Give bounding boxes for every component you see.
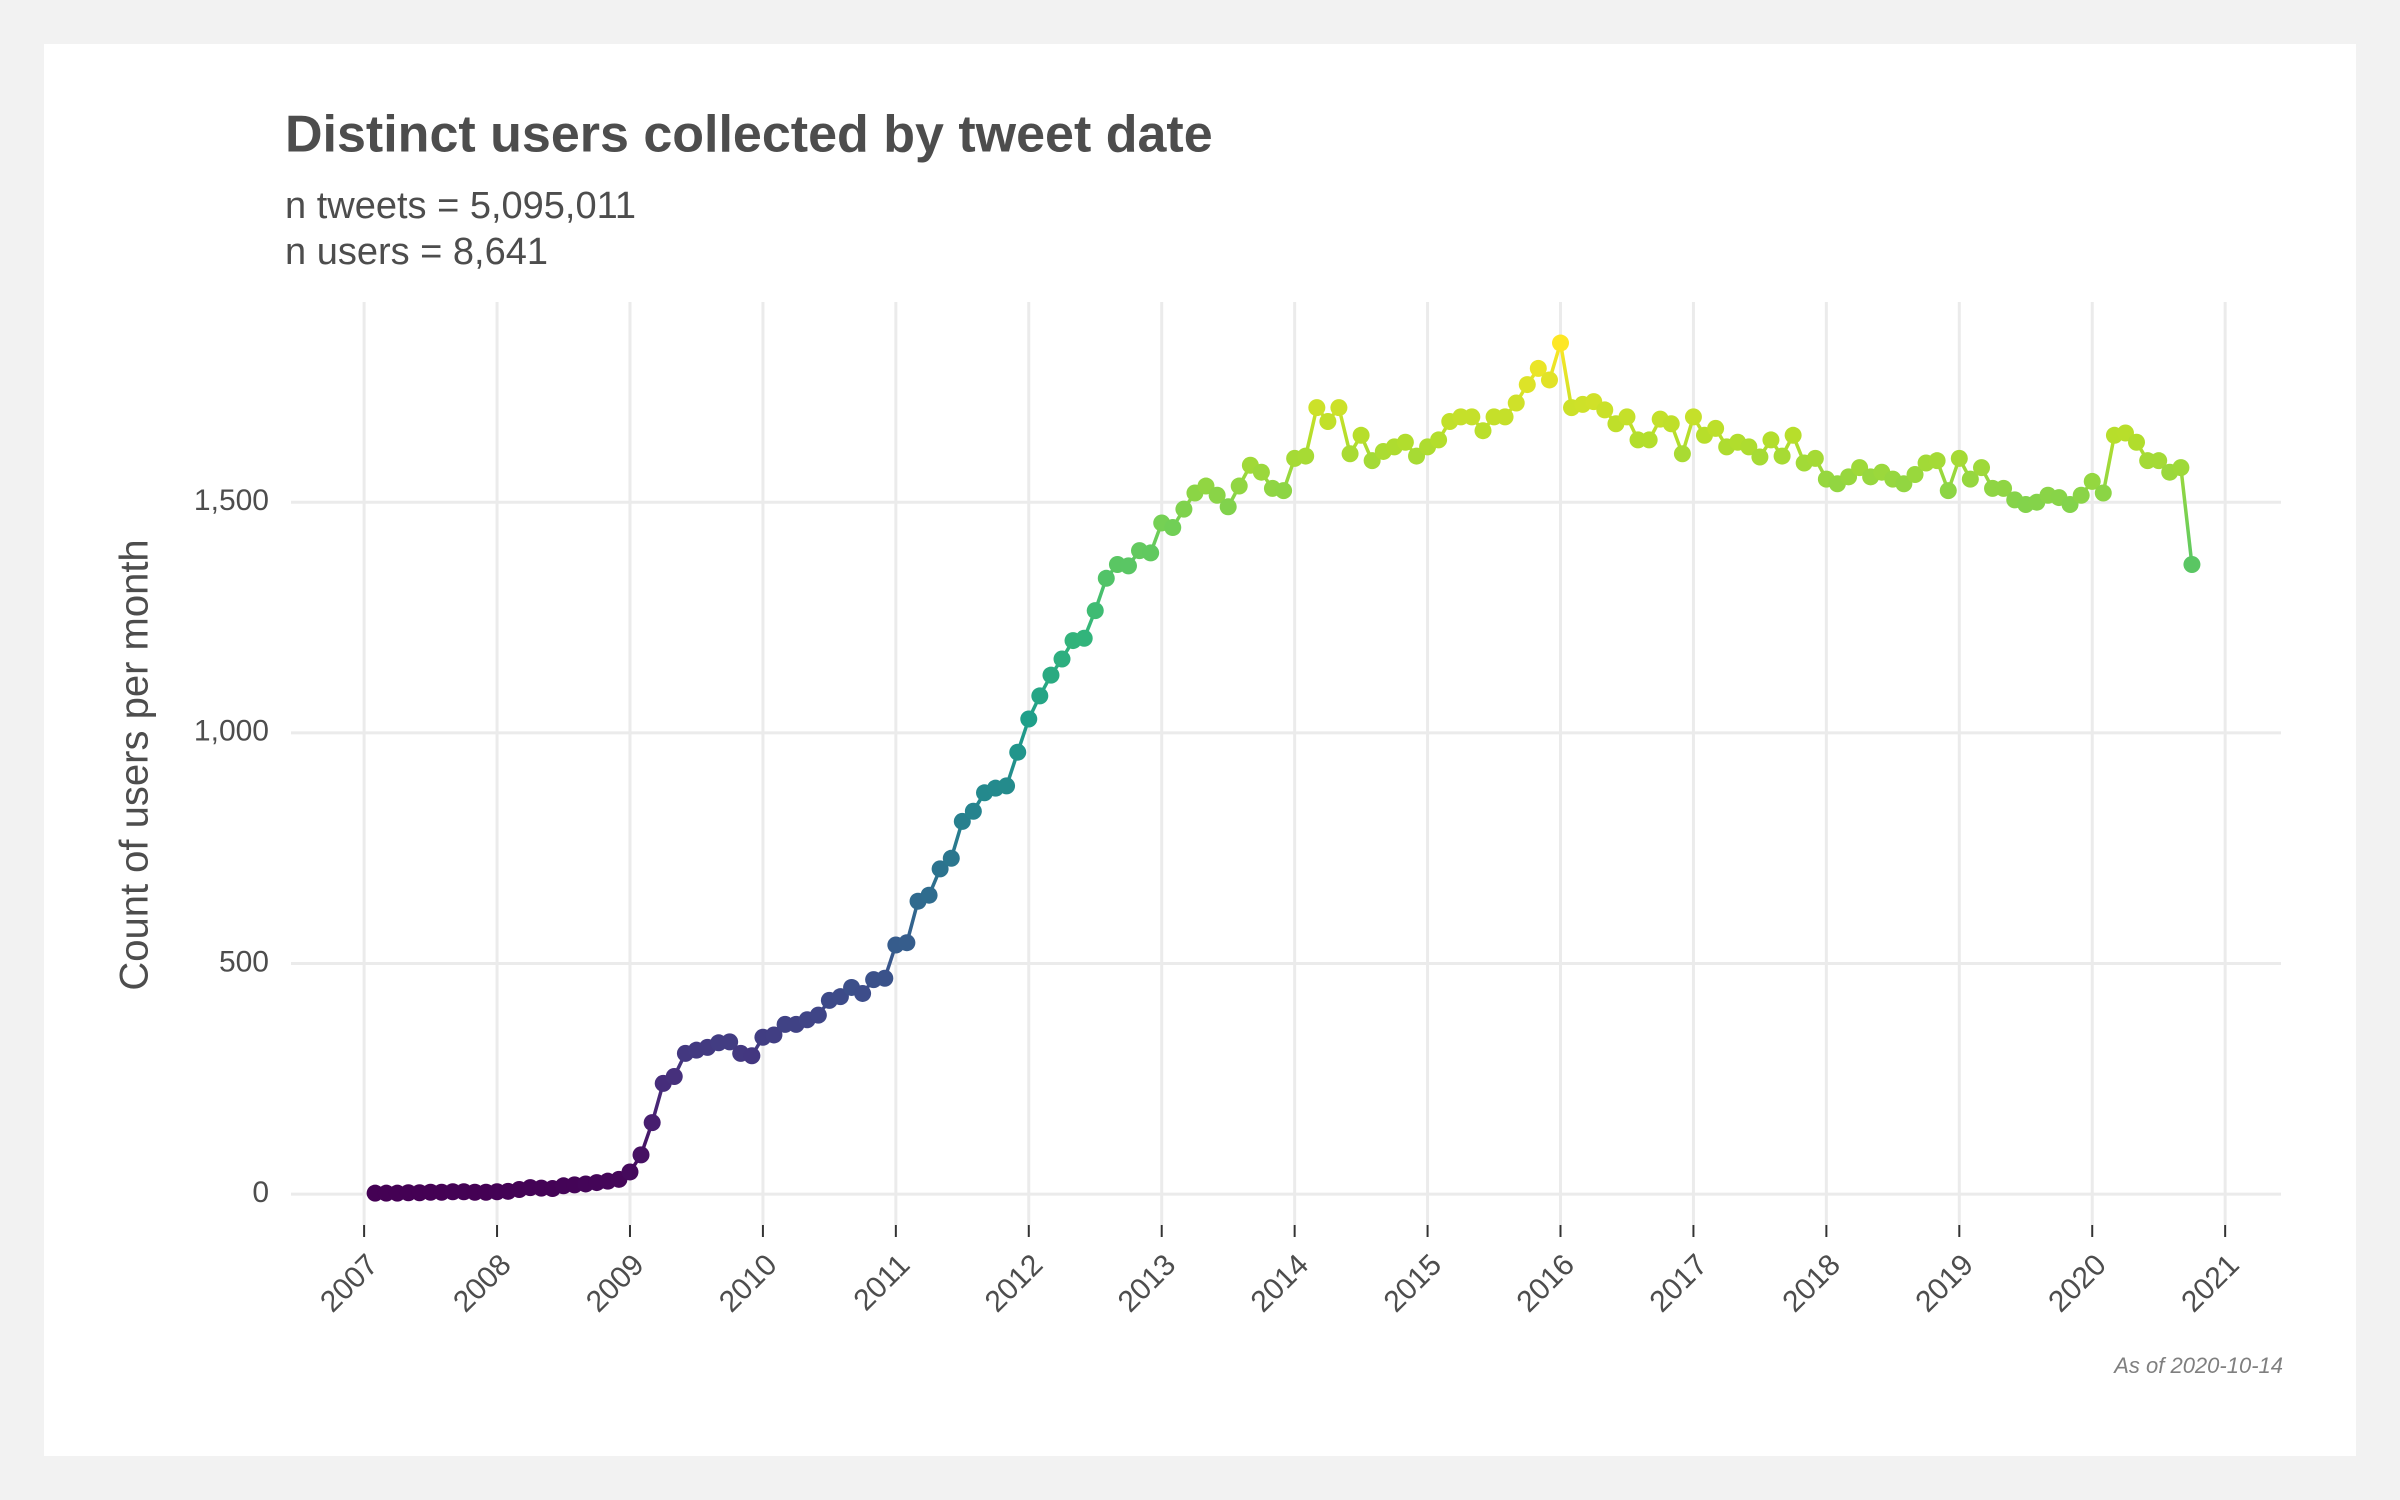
data-point xyxy=(1995,479,2013,497)
y-tick-label: 1,000 xyxy=(194,715,269,748)
data-point xyxy=(1430,431,1448,449)
data-point xyxy=(1596,401,1614,419)
chart-title: Distinct users collected by tweet date xyxy=(285,106,1213,164)
data-point xyxy=(1363,452,1381,470)
data-point xyxy=(1684,408,1702,426)
data-point xyxy=(1961,470,1979,488)
data-point xyxy=(632,1146,650,1164)
data-point xyxy=(743,1047,761,1065)
data-point xyxy=(953,812,971,830)
data-point xyxy=(1086,602,1104,620)
data-point xyxy=(942,849,960,867)
data-point xyxy=(1474,422,1492,440)
data-point xyxy=(1496,408,1514,426)
data-point xyxy=(2094,484,2112,502)
data-point xyxy=(2072,486,2090,504)
subtitle: n users = 8,641 xyxy=(285,231,548,273)
data-point xyxy=(1507,394,1525,412)
data-point xyxy=(665,1067,683,1085)
data-point xyxy=(1275,482,1293,500)
data-point xyxy=(876,969,894,987)
data-point xyxy=(1075,629,1093,647)
data-point xyxy=(1164,519,1182,537)
y-tick-label: 500 xyxy=(219,945,269,978)
data-point xyxy=(1928,452,1946,470)
data-point xyxy=(1973,459,1991,477)
caption: As of 2020-10-14 xyxy=(2112,1353,2283,1378)
data-point xyxy=(1352,426,1370,444)
data-point xyxy=(1463,408,1481,426)
data-point xyxy=(721,1033,739,1051)
data-point xyxy=(2172,459,2190,477)
data-point xyxy=(1297,447,1315,465)
subtitle: n tweets = 5,095,011 xyxy=(285,185,636,227)
data-point xyxy=(1552,334,1570,352)
data-point xyxy=(1762,431,1780,449)
data-point xyxy=(1341,445,1359,463)
data-point xyxy=(1806,449,1824,467)
data-point xyxy=(1252,463,1270,481)
data-point xyxy=(1175,500,1193,518)
data-point xyxy=(1784,426,1802,444)
data-point xyxy=(1308,399,1326,417)
data-point xyxy=(765,1026,783,1044)
data-point xyxy=(831,988,849,1006)
data-point xyxy=(1939,482,1957,500)
data-point xyxy=(1662,415,1680,433)
data-point xyxy=(2183,555,2201,573)
data-point xyxy=(1673,445,1691,463)
data-point xyxy=(1396,433,1414,451)
data-point xyxy=(2061,495,2079,513)
data-point xyxy=(1097,569,1115,587)
data-point xyxy=(1906,466,1924,484)
data-point xyxy=(1219,498,1237,516)
data-point xyxy=(1230,477,1248,495)
data-point xyxy=(1529,359,1547,377)
data-point xyxy=(1740,438,1758,456)
data-point xyxy=(1042,666,1060,684)
data-point xyxy=(1142,544,1160,562)
data-point xyxy=(1773,447,1791,465)
data-point xyxy=(964,802,982,820)
data-point xyxy=(898,934,916,952)
data-point xyxy=(2150,452,2168,470)
data-point xyxy=(1197,477,1215,495)
y-axis-label: Count of users per month xyxy=(113,539,157,990)
data-point xyxy=(1751,448,1769,466)
data-point xyxy=(2128,433,2146,451)
panel-background xyxy=(44,44,2356,1456)
data-point xyxy=(1119,557,1137,575)
data-point xyxy=(854,984,872,1002)
data-point xyxy=(809,1006,827,1024)
data-point xyxy=(931,860,949,878)
data-point xyxy=(1640,431,1658,449)
data-point xyxy=(2083,472,2101,490)
data-point xyxy=(1319,412,1337,430)
data-point xyxy=(1707,419,1725,437)
data-point xyxy=(621,1163,639,1181)
data-point xyxy=(998,777,1016,795)
data-point xyxy=(643,1114,661,1132)
data-point xyxy=(1031,687,1049,705)
data-point xyxy=(1895,475,1913,493)
data-point xyxy=(1020,710,1038,728)
y-tick-label: 0 xyxy=(252,1176,269,1209)
data-point xyxy=(1950,449,1968,467)
data-point xyxy=(1330,399,1348,417)
data-point xyxy=(1518,376,1536,394)
data-point xyxy=(1009,743,1027,761)
data-point xyxy=(920,886,938,904)
data-point xyxy=(1053,650,1071,668)
y-tick-label: 1,500 xyxy=(194,484,269,517)
data-point xyxy=(1618,408,1636,426)
data-point xyxy=(1208,486,1226,504)
data-point xyxy=(1540,371,1558,389)
